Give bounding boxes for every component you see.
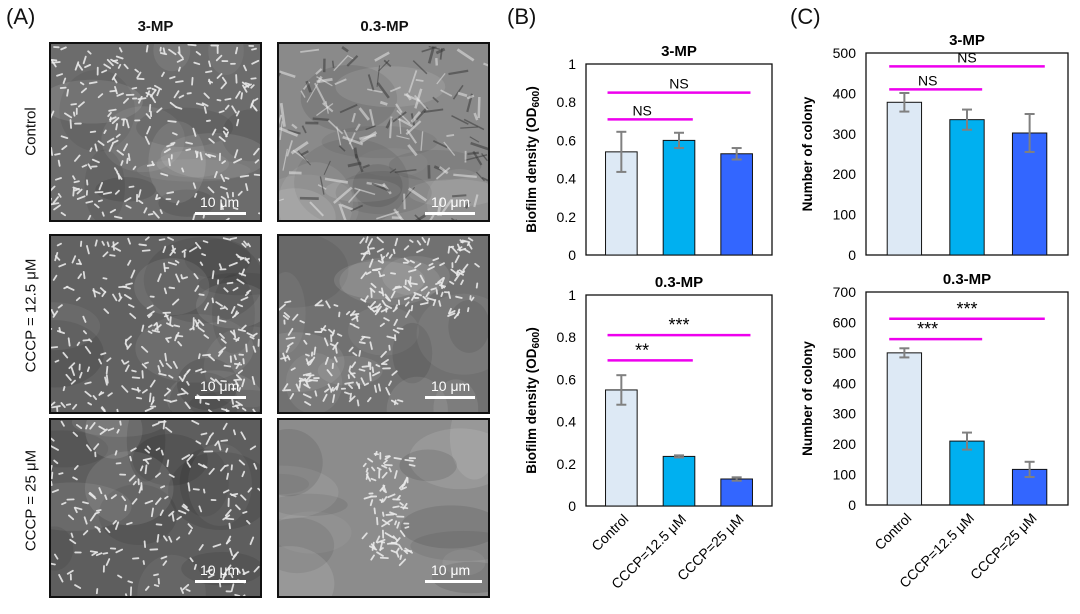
x-tick-label: CCCP=25 μM — [967, 510, 1040, 583]
chart-title: 0.3-MP — [655, 274, 703, 291]
bar — [949, 119, 985, 256]
y-tick-label: 100 — [833, 207, 857, 223]
scale-bar-label: 10 μm — [431, 378, 471, 394]
scale-bar — [425, 212, 475, 215]
x-tick-label: Control — [588, 511, 631, 554]
sem-image-03mp-cccp-12-5 — [277, 234, 490, 414]
column-header-3mp: 3-MP — [137, 18, 174, 35]
bar — [720, 153, 753, 256]
bar — [605, 389, 638, 507]
y-tick-label: 200 — [833, 166, 857, 182]
y-tick-label: 0.6 — [557, 371, 577, 387]
y-tick-label: 0.8 — [557, 329, 577, 345]
y-tick-label: 500 — [833, 345, 857, 361]
sem-image-3mp-cccp-12-5 — [49, 234, 262, 414]
chart-title: 0.3-MP — [943, 271, 991, 288]
y-tick-label: 0 — [568, 498, 576, 514]
x-tick-label: Control — [871, 510, 914, 553]
y-tick-label: 1 — [568, 56, 576, 72]
y-tick-label: 0.2 — [557, 456, 577, 472]
significance-label: NS — [632, 102, 651, 118]
significance-label: NS — [669, 76, 688, 92]
panel-b-letter: (B) — [507, 4, 537, 29]
bar — [662, 455, 696, 507]
y-tick-label: 1 — [568, 287, 576, 303]
significance-label: *** — [668, 315, 689, 335]
row-label-cccp-25: CCCP = 25 μM — [22, 449, 40, 552]
y-tick-label: 0.4 — [557, 414, 577, 430]
chart-title: 3-MP — [661, 43, 697, 60]
y-tick-label: 700 — [833, 284, 857, 300]
chart-colony-03mp: 0.3-MP 0 100 200 300 400 500 600 700 Number of co… — [800, 271, 1069, 591]
significance-label: NS — [918, 72, 937, 88]
scale-bar — [425, 580, 482, 583]
y-tick-label: 0 — [568, 247, 576, 263]
y-tick-label: 0.2 — [557, 209, 577, 225]
y-tick-label: 0.8 — [557, 94, 577, 110]
bar — [1011, 132, 1048, 256]
significance-label: *** — [917, 319, 938, 339]
bar — [662, 139, 696, 256]
chart-biofilm-03mp: 0.3-MP 0 0.2 0.4 0.6 0.8 1 Biofilm density (OD6… — [524, 274, 773, 592]
sem-image-3mp-control — [49, 42, 262, 222]
y-axis-label: Biofilm density (OD600) — [524, 327, 542, 473]
chart-title: 3-MP — [949, 32, 985, 49]
y-tick-label: 0 — [848, 497, 856, 513]
y-tick-label: 400 — [833, 85, 857, 101]
sem-image-3mp-cccp-25 — [49, 418, 262, 598]
scale-bar-label: 10 μm — [200, 194, 240, 210]
chart-biofilm-3mp: 3-MP 0 0.2 0.4 0.6 0.8 1 Biofilm density (OD600… — [524, 43, 773, 263]
row-label-control: Control — [22, 107, 40, 156]
y-tick-label: 0.6 — [557, 132, 577, 148]
y-axis-label: Number of colony — [800, 96, 815, 211]
y-tick-label: 0.4 — [557, 171, 577, 187]
scale-bar-label: 10 μm — [431, 562, 471, 578]
scale-bar-label: 10 μm — [431, 194, 471, 210]
significance-label: *** — [956, 299, 977, 319]
y-tick-label: 200 — [833, 436, 857, 452]
bar — [886, 352, 923, 506]
row-label-cccp-12-5: CCCP = 12.5 μM — [22, 258, 40, 373]
y-tick-label: 600 — [833, 314, 857, 330]
sem-image-03mp-cccp-25 — [277, 418, 490, 598]
y-tick-label: 300 — [833, 126, 857, 142]
sem-image-03mp-control — [277, 42, 490, 222]
scale-bar — [195, 396, 246, 399]
y-tick-label: 0 — [848, 247, 856, 263]
y-axis-label: Biofilm density (OD600) — [524, 86, 542, 232]
y-tick-label: 400 — [833, 375, 857, 391]
chart-colony-3mp: 3-MP 0 100 200 300 400 500 Number of colony NS NS — [800, 32, 1069, 263]
y-tick-label: 300 — [833, 406, 857, 422]
significance-label: ** — [635, 340, 649, 360]
scale-bar — [425, 396, 475, 399]
panel-c-letter: (C) — [790, 4, 821, 29]
bar — [886, 101, 923, 256]
bar — [720, 478, 753, 507]
y-tick-label: 100 — [833, 467, 857, 483]
scale-bar-label: 10 μm — [200, 562, 240, 578]
column-header-03mp: 0.3-MP — [360, 18, 409, 35]
scale-bar-label: 10 μm — [200, 378, 240, 394]
scale-bar — [195, 212, 246, 215]
panel-a-letter: (A) — [6, 4, 36, 29]
significance-label: NS — [957, 49, 976, 65]
y-tick-label: 500 — [833, 45, 857, 61]
y-axis-label: Number of colony — [800, 341, 815, 456]
scale-bar — [195, 580, 246, 583]
bar — [949, 440, 985, 506]
